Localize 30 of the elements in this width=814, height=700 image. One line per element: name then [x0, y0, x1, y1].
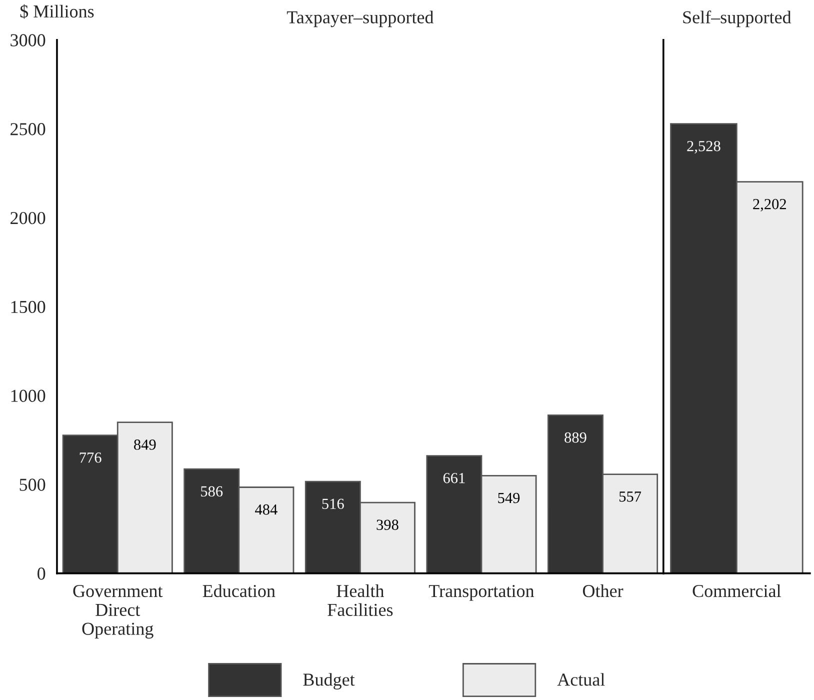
data-label: 516: [322, 498, 344, 510]
data-label: 2,202: [753, 198, 786, 212]
x-tick-label: Government Direct Operating: [73, 584, 163, 639]
x-tick-label: Health Facilities: [328, 584, 393, 616]
y-tick-label: 1000: [11, 390, 46, 402]
y-tick-label: 0: [38, 568, 46, 580]
y-tick-label: 2500: [10, 123, 46, 136]
x-tick-label: Commercial: [692, 584, 781, 598]
x-tick-label: Transportation: [428, 584, 534, 601]
legend-label: Actual: [557, 673, 605, 686]
data-label: 398: [376, 520, 398, 530]
data-label: 661: [443, 472, 465, 484]
y-tick-label: 2000: [10, 212, 46, 224]
data-label: 549: [498, 492, 520, 504]
chart-title: Self–supported: [683, 10, 792, 28]
legend-label: Budget: [303, 673, 355, 690]
chart-title: Taxpayer–supported: [286, 10, 434, 28]
data-label: 889: [564, 432, 586, 443]
data-label: 849: [134, 439, 156, 450]
y-axis-title: $ Millions: [20, 4, 94, 19]
x-tick-label: Other: [582, 584, 624, 598]
data-label: 484: [255, 504, 278, 515]
x-tick-label: Education: [202, 584, 276, 598]
y-tick-label: 3000: [10, 34, 46, 46]
data-label: 557: [619, 492, 642, 502]
data-label: 2,528: [687, 140, 720, 154]
y-tick-label: 500: [20, 478, 46, 491]
data-label: 776: [80, 452, 102, 463]
y-tick-label: 1500: [11, 300, 46, 314]
data-label: 586: [201, 486, 223, 497]
